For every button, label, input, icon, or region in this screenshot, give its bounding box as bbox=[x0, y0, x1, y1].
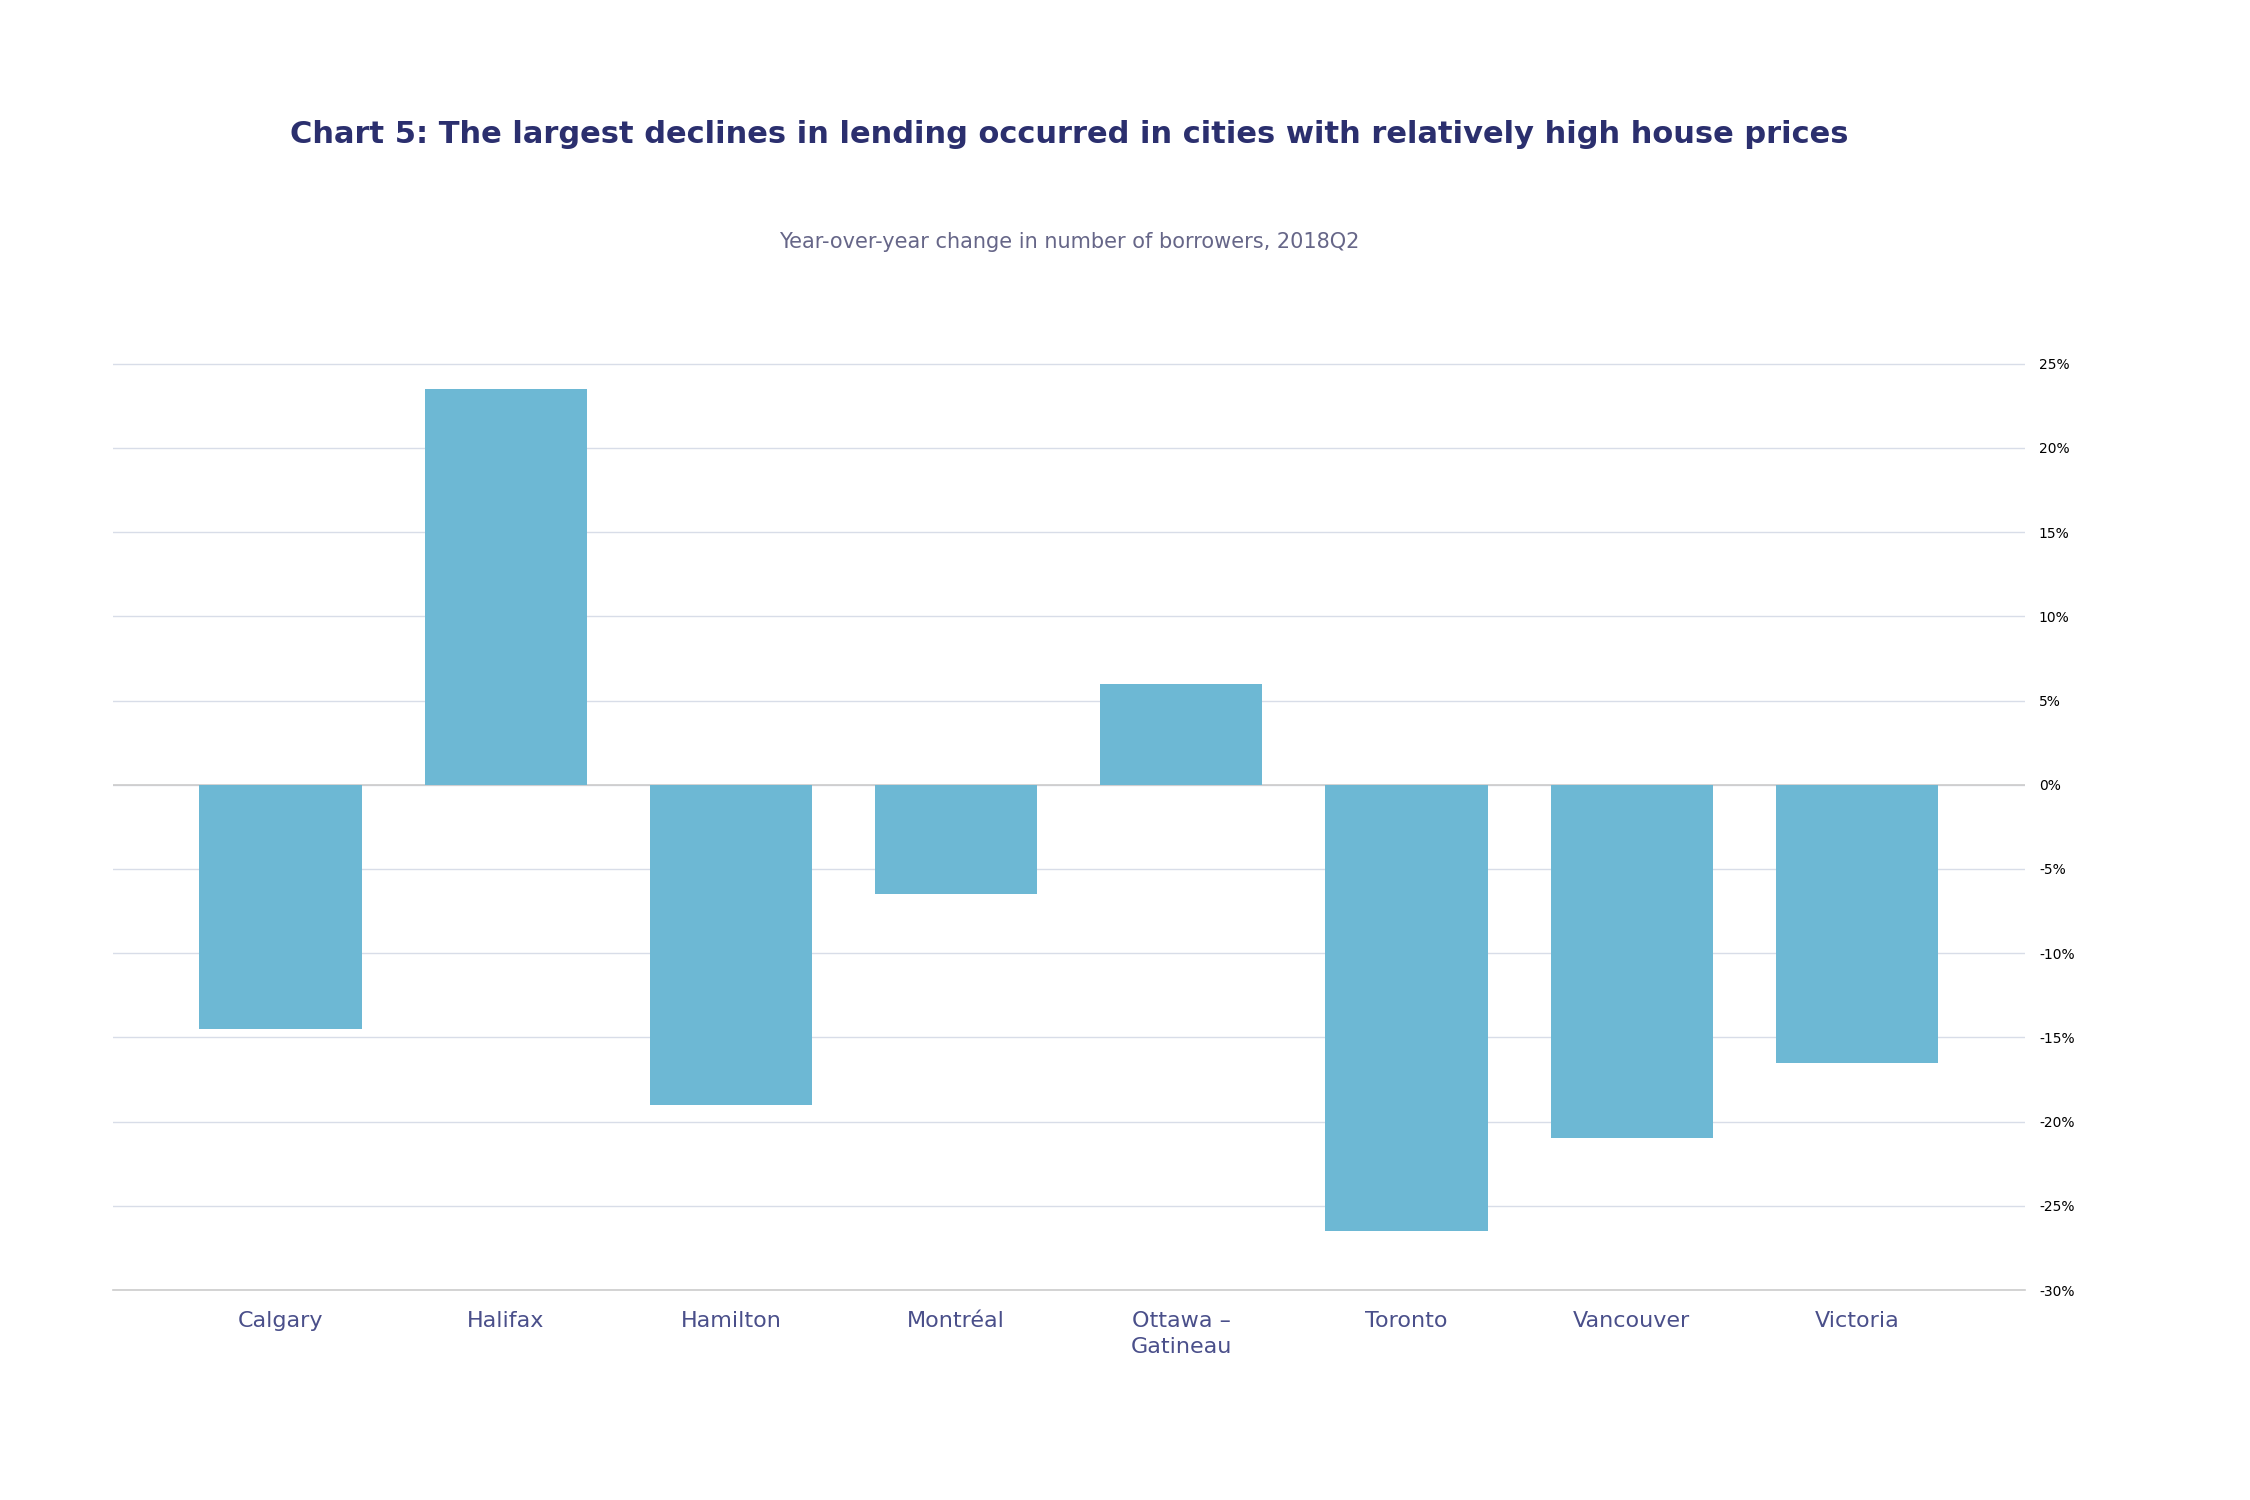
Bar bbox=[875, 784, 1037, 894]
Text: Chart 5: The largest declines in lending occurred in cities with relatively high: Chart 5: The largest declines in lending… bbox=[290, 120, 1847, 148]
Bar bbox=[650, 784, 812, 1104]
Bar bbox=[1100, 684, 1262, 784]
Text: Year-over-year change in number of borrowers, 2018Q2: Year-over-year change in number of borro… bbox=[778, 232, 1359, 252]
Bar bbox=[1325, 784, 1487, 1232]
Bar bbox=[425, 388, 587, 784]
Bar bbox=[200, 784, 362, 1029]
Bar bbox=[1550, 784, 1712, 1138]
Bar bbox=[1775, 784, 1937, 1062]
